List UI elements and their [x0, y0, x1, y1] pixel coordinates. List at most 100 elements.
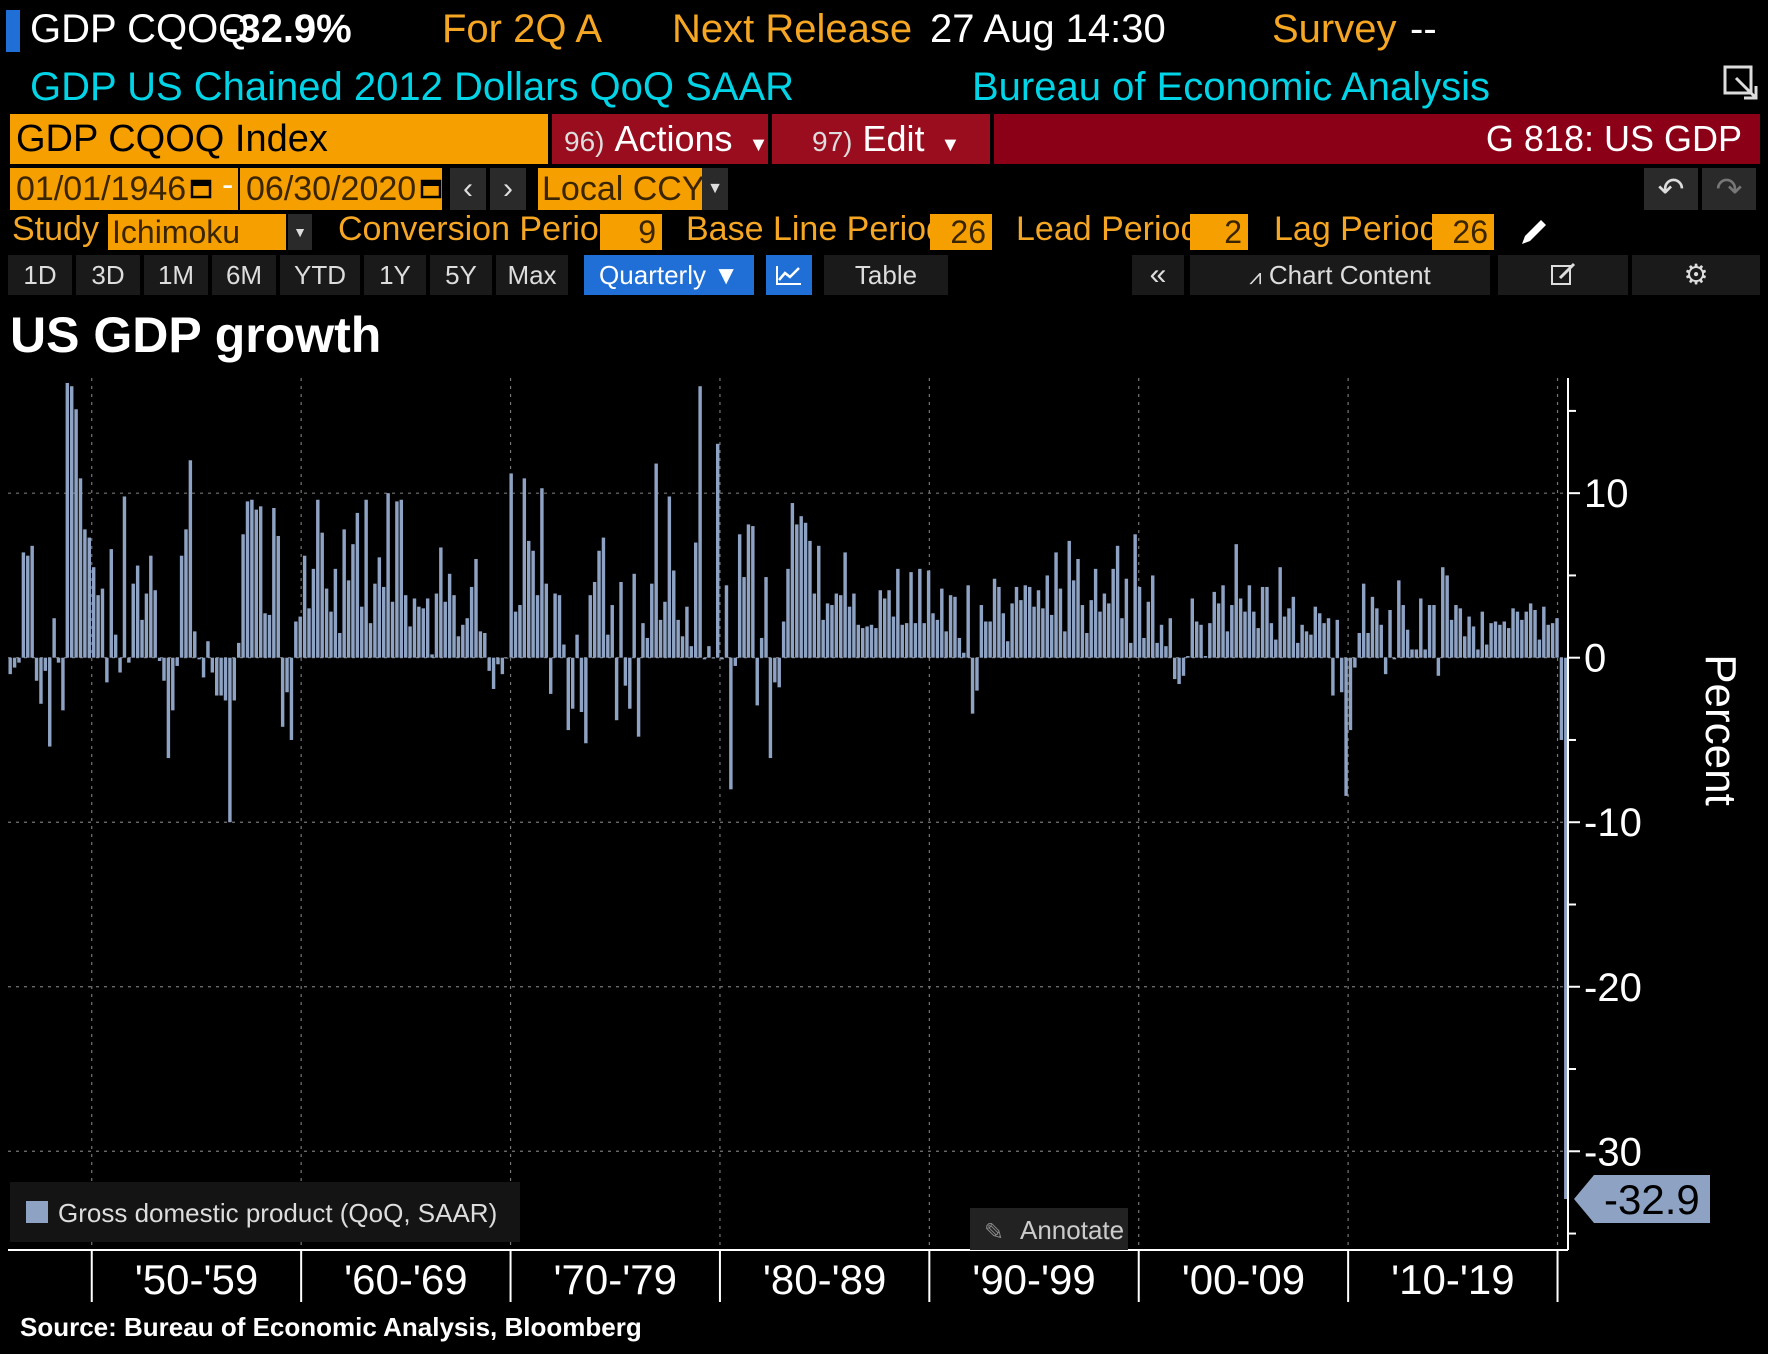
edit-chart-icon[interactable] [1498, 255, 1628, 295]
gdp-bar [1502, 621, 1506, 658]
gdp-bar [1049, 614, 1054, 658]
range-6m[interactable]: 6M [212, 255, 276, 295]
gdp-bar [201, 657, 206, 678]
gdp-bar [636, 657, 641, 737]
undo-icon[interactable]: ↶ [1644, 168, 1698, 210]
gdp-bar [522, 478, 527, 658]
base-line-period-input[interactable]: 26 [930, 214, 992, 250]
popout-icon[interactable] [1722, 64, 1760, 102]
gdp-bar [74, 409, 78, 658]
gdp-bar [1181, 657, 1186, 676]
chevron-down-icon[interactable]: ▼ [702, 168, 728, 210]
chevron-down-icon: ▼ [713, 260, 739, 290]
last-value: -32.9% [225, 7, 352, 51]
gdp-bar [948, 595, 953, 658]
gdp-bar [588, 595, 592, 658]
gdp-bar [540, 488, 544, 658]
legend-label: Gross domestic product (QoQ, SAAR) [58, 1198, 497, 1228]
gdp-bar [597, 550, 601, 658]
chevron-down-icon[interactable]: ▼ [288, 214, 312, 250]
frequency-select[interactable]: Quarterly ▼ [584, 255, 754, 295]
gdp-bar [324, 588, 329, 658]
gdp-bar [702, 657, 707, 660]
lead-period-input[interactable]: 2 [1190, 214, 1248, 250]
annotate-button[interactable]: ✎ Annotate [970, 1208, 1128, 1250]
gdp-bar [632, 573, 636, 658]
chevron-down-icon: ▼ [748, 134, 769, 156]
edit-button[interactable]: 97) Edit ▼ [772, 114, 990, 164]
gdp-bar [228, 657, 232, 823]
toolbar: 1D 3D 1M 6M YTD 1Y 5Y Max Quarterly ▼ Ta… [8, 255, 1760, 295]
range-ytd[interactable]: YTD [280, 255, 360, 295]
gdp-bar [1023, 585, 1028, 658]
gdp-bar [759, 637, 764, 658]
gdp-bar [1071, 580, 1076, 658]
gdp-bar [1331, 657, 1335, 696]
gdp-bar [1172, 657, 1177, 680]
currency-select[interactable]: Local CCY [538, 168, 705, 210]
x-tick-label: '00-'09 [1182, 1256, 1305, 1303]
edit-number: 97) [812, 126, 853, 157]
legend: Gross domestic product (QoQ, SAAR) [10, 1182, 520, 1242]
chart-content-button[interactable]: ⩘ Chart Content [1190, 255, 1490, 295]
gdp-bar [698, 386, 702, 658]
gdp-bar [1410, 649, 1414, 658]
gdp-bar [78, 478, 83, 658]
range-1m[interactable]: 1M [144, 255, 208, 295]
range-1y[interactable]: 1Y [364, 255, 426, 295]
gdp-bar [694, 542, 698, 658]
gdp-bar [368, 623, 373, 658]
y-tick-label: 10 [1584, 472, 1629, 516]
prev-period-button[interactable]: ‹ [450, 168, 486, 210]
gdp-bar [1054, 552, 1058, 658]
gdp-bar [408, 626, 412, 658]
gdp-bar [1555, 618, 1559, 658]
next-period-button[interactable]: › [490, 168, 526, 210]
gdp-bar [641, 623, 645, 658]
gdp-bar [935, 619, 940, 658]
conversion-period-input[interactable]: 9 [600, 214, 662, 250]
actions-label: Actions [614, 118, 733, 159]
range-3d[interactable]: 3D [76, 255, 140, 295]
gdp-bar [992, 578, 997, 658]
gdp-bar [469, 586, 474, 658]
gdp-bar [272, 507, 276, 658]
gdp-bar [1234, 544, 1238, 658]
end-date-field[interactable]: 06/30/2020 [240, 168, 442, 210]
gdp-bar [531, 550, 535, 658]
gdp-bar [733, 657, 737, 666]
study-select[interactable]: Ichimoku [108, 214, 286, 250]
range-max[interactable]: Max [496, 255, 568, 295]
gdp-bar [417, 606, 421, 658]
gdp-bar [513, 611, 518, 658]
gdp-bar [984, 621, 988, 658]
gdp-bar [1375, 608, 1379, 658]
actions-button[interactable]: 96) Actions ▼ [552, 114, 768, 164]
lag-period-input[interactable]: 26 [1432, 214, 1494, 250]
redo-icon[interactable]: ↷ [1702, 168, 1756, 210]
collapse-icon[interactable]: « [1132, 255, 1184, 295]
calendar-icon[interactable] [420, 176, 442, 200]
gdp-bar [175, 657, 179, 666]
lead-period-label: Lead Period [1016, 210, 1200, 248]
line-chart-icon[interactable] [766, 255, 812, 295]
gdp-bar [584, 657, 588, 744]
gdp-bar [1313, 606, 1318, 658]
gdp-bar [333, 568, 338, 658]
pencil-icon[interactable] [1516, 214, 1552, 250]
gdp-bar [113, 634, 118, 658]
security-field[interactable]: GDP CQOQ Index [10, 114, 548, 164]
gear-icon[interactable]: ⚙ [1632, 255, 1760, 295]
table-button[interactable]: Table [824, 255, 948, 295]
gdp-bar [390, 601, 395, 658]
gdp-bar [658, 619, 663, 658]
calendar-icon[interactable] [190, 176, 212, 200]
start-date-field[interactable]: 01/01/1946 [10, 168, 238, 210]
range-5y[interactable]: 5Y [430, 255, 492, 295]
gdp-bar [579, 657, 584, 712]
gdp-bar [8, 657, 12, 675]
gdp-bar [307, 608, 311, 658]
range-1d[interactable]: 1D [8, 255, 72, 295]
gdp-bar [355, 512, 360, 658]
gdp-bar [447, 573, 452, 658]
